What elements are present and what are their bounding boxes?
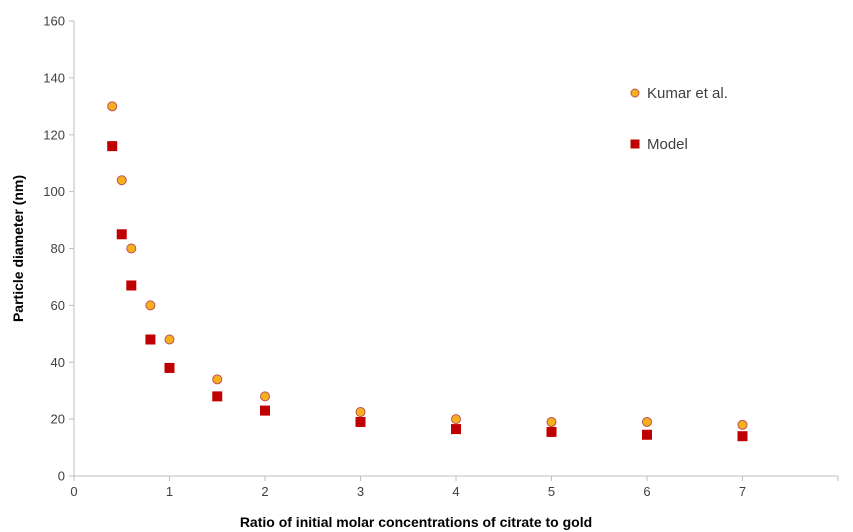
data-point [451,424,461,435]
data-point [260,405,270,416]
data-point [107,101,118,112]
legend-label: Model [647,136,688,153]
data-point [164,362,175,373]
y-tick-label: 160 [43,14,65,29]
data-point [116,175,127,186]
x-tick-label: 0 [70,484,77,499]
data-point [126,280,137,291]
y-tick-label: 40 [51,355,65,370]
data-point [642,416,652,427]
data-point [546,426,557,437]
y-tick-label: 0 [58,469,65,484]
data-point [164,334,175,345]
data-point [116,229,127,240]
x-tick-label: 3 [357,484,364,499]
data-point [126,243,137,254]
data-point [145,300,156,311]
x-axis-title: Ratio of initial molar concentrations of… [240,514,592,530]
x-tick-label: 4 [452,484,459,499]
data-point [355,416,366,427]
legend: Kumar et al. Model [630,85,728,153]
y-tick-label: 60 [51,298,65,313]
x-tick-label: 6 [643,484,650,499]
y-tick-label: 100 [43,184,65,199]
data-point [451,414,461,425]
y-axis-title: Particle diameter (nm) [10,175,26,322]
data-point [355,407,366,418]
series-model [107,141,748,442]
data-point [212,391,223,402]
data-point [642,429,652,440]
x-tick-label: 1 [166,484,173,499]
legend-marker [630,139,640,149]
data-point [145,334,156,345]
legend-label: Kumar et al. [647,85,728,102]
axes: 0 20 40 60 80 100 120 140 160 0 1 2 3 4 5 6 7 Ratio of in… [10,14,839,530]
y-tick-label: 120 [43,127,65,142]
data-point [737,431,748,442]
y-tick-label: 140 [43,70,65,85]
x-tick-label: 5 [548,484,555,499]
y-tick-label: 80 [51,241,65,256]
legend-marker [630,88,640,98]
data-point [546,416,557,427]
data-point [107,141,118,152]
data-point [260,391,270,402]
series-kumar-et-al [107,101,748,430]
plot-area [107,101,748,442]
x-tick-label: 2 [261,484,268,499]
x-tick-label: 7 [739,484,746,499]
data-point [212,374,223,385]
y-tick-label: 20 [51,412,65,427]
data-point [737,419,748,430]
